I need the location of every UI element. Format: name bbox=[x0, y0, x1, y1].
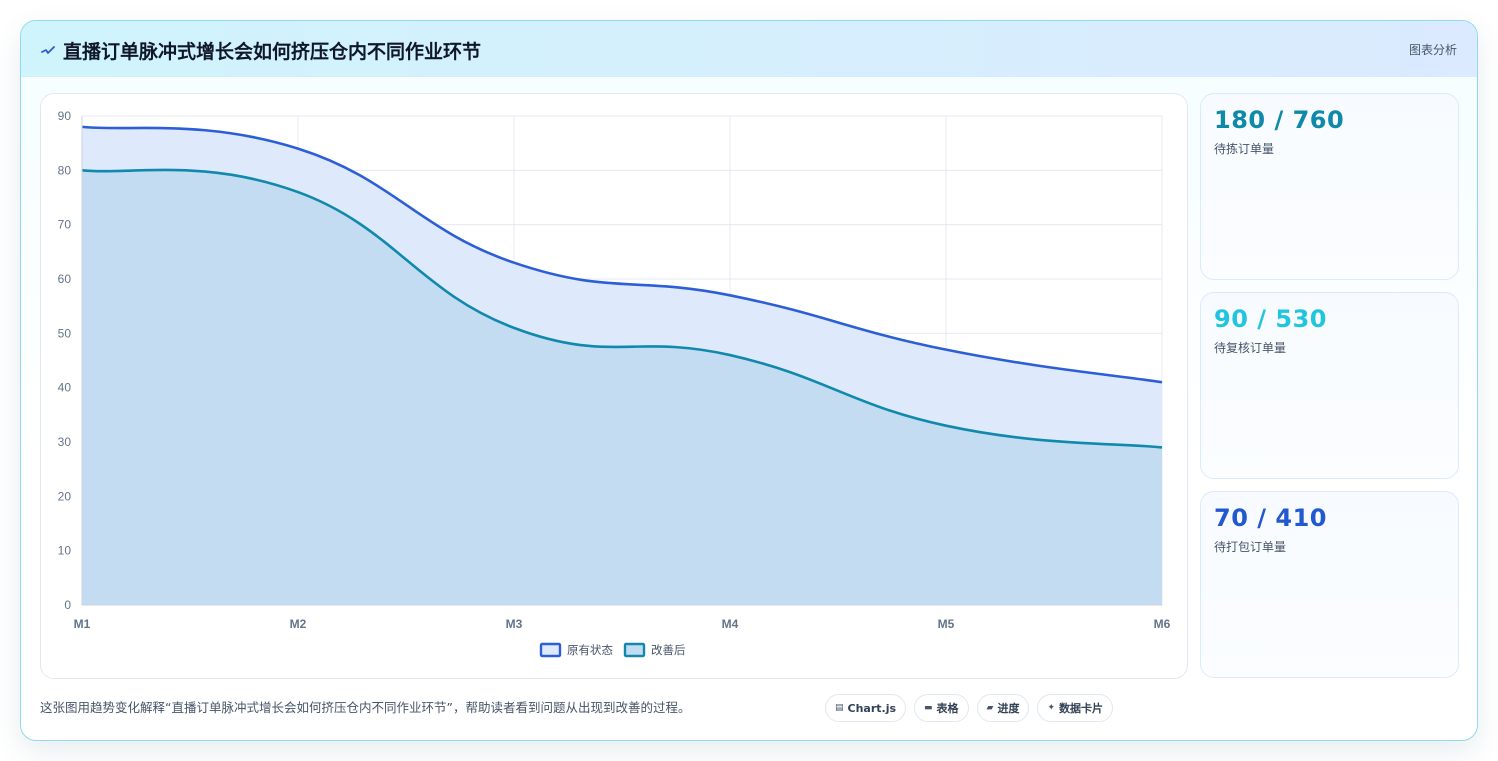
page-title: 直播订单脉冲式增长会如何挤压仓内不同作业环节 bbox=[63, 41, 482, 63]
y-tick-label: 20 bbox=[58, 489, 72, 503]
legend-swatch bbox=[539, 642, 562, 658]
stat-value: 180 / 760 bbox=[1214, 106, 1345, 134]
stat-label: 待复核订单量 bbox=[1214, 341, 1287, 355]
stat-card-packing: 70 / 410 待打包订单量 bbox=[1200, 491, 1459, 678]
x-tick-label: M6 bbox=[1154, 617, 1171, 631]
chart-icon: ▤ bbox=[835, 703, 844, 713]
pill-label: 进度 bbox=[997, 702, 1020, 715]
pill-progress[interactable]: ▰ 进度 bbox=[976, 694, 1030, 722]
x-tick-label: M3 bbox=[506, 617, 523, 631]
stat-label: 待打包订单量 bbox=[1214, 540, 1287, 554]
y-tick-label: 80 bbox=[58, 163, 72, 177]
pill-table[interactable]: ▬ 表格 bbox=[914, 694, 969, 722]
area-chart: 0 10 20 30 40 50 60 70 80 90 M1 M2 M3 M4 M5 M6 原有状态 改善后 bbox=[58, 109, 1171, 658]
stat-value: 70 / 410 bbox=[1214, 504, 1327, 532]
chart-panel: 0 10 20 30 40 50 60 70 80 90 M1 M2 M3 M4 M5 M6 原有状态 改善后 bbox=[40, 93, 1188, 679]
card-header: 直播订单脉冲式增长会如何挤压仓内不同作业环节 图表分析 bbox=[21, 21, 1477, 77]
y-tick-label: 40 bbox=[58, 381, 72, 395]
progress-icon: ▰ bbox=[986, 703, 994, 713]
y-tick-label: 30 bbox=[58, 435, 72, 449]
stat-card-review: 90 / 530 待复核订单量 bbox=[1200, 292, 1459, 479]
x-tick-label: M2 bbox=[290, 617, 307, 631]
y-tick-label: 10 bbox=[58, 544, 72, 558]
pill-label: Chart.js bbox=[847, 701, 897, 715]
table-icon: ▬ bbox=[924, 703, 933, 713]
stat-label: 待拣订单量 bbox=[1214, 142, 1275, 156]
stat-value: 90 / 530 bbox=[1214, 305, 1327, 333]
chart-caption: 这张图用趋势变化解释“直播订单脉冲式增长会如何挤压仓内不同作业环节”，帮助读者看… bbox=[40, 700, 691, 715]
format-pills: ▤ Chart.js ▬ 表格 ▰ 进度 ✦ 数据卡片 bbox=[825, 694, 1114, 722]
header-tag: 图表分析 bbox=[1408, 43, 1457, 57]
pill-data-cards[interactable]: ✦ 数据卡片 bbox=[1037, 694, 1114, 722]
pulse-icon bbox=[41, 46, 55, 54]
series-area-1 bbox=[82, 169, 1162, 605]
x-tick-label: M1 bbox=[74, 617, 91, 631]
series-line-0 bbox=[81, 125, 1163, 384]
legend-label: 改善后 bbox=[651, 643, 686, 657]
legend-label: 原有状态 bbox=[567, 643, 613, 657]
y-tick-label: 50 bbox=[58, 326, 72, 340]
chart-card: 直播订单脉冲式增长会如何挤压仓内不同作业环节 图表分析 0 10 20 30 40 50 6… bbox=[20, 20, 1478, 741]
stat-card-picking: 180 / 760 待拣订单量 bbox=[1200, 93, 1459, 280]
sparkle-icon: ✦ bbox=[1047, 703, 1056, 713]
pill-chartjs[interactable]: ▤ Chart.js bbox=[825, 694, 907, 722]
y-tick-label: 90 bbox=[58, 109, 72, 123]
y-tick-label: 70 bbox=[58, 218, 72, 232]
pill-label: 数据卡片 bbox=[1059, 702, 1104, 715]
pill-label: 表格 bbox=[936, 702, 959, 715]
legend-swatch bbox=[623, 642, 646, 658]
series-line-1 bbox=[81, 168, 1163, 449]
x-tick-label: M4 bbox=[722, 617, 739, 631]
y-tick-label: 60 bbox=[58, 272, 72, 286]
x-tick-label: M5 bbox=[938, 617, 955, 631]
y-tick-label: 0 bbox=[64, 598, 71, 612]
